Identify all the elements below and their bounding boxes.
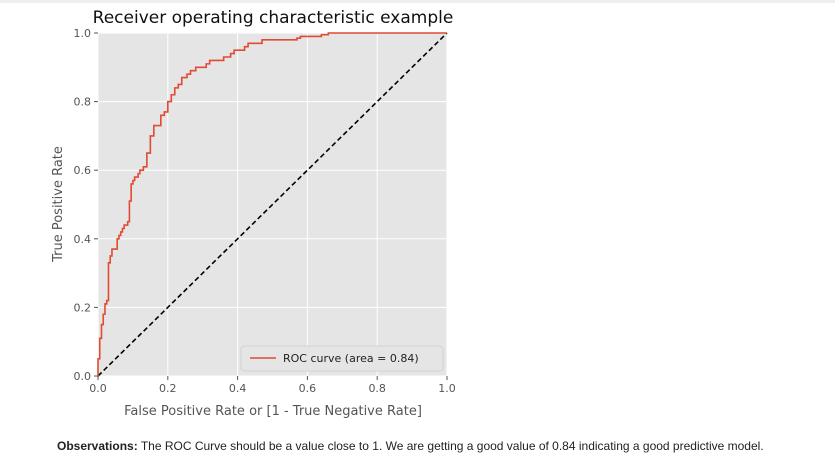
x-tick-label-2: 0.4: [229, 382, 247, 395]
y-tick-label-2: 0.4: [74, 233, 92, 246]
y-tick-label-5: 1.0: [74, 27, 92, 40]
chart-title: Receiver operating characteristic exampl…: [93, 8, 454, 28]
legend: ROC curve (area = 0.84): [240, 345, 444, 372]
y-axis-label: True Positive Rate: [51, 146, 66, 263]
observations-note: Observations: The ROC Curve should be a …: [57, 439, 827, 453]
x-tick-label-1: 0.2: [159, 382, 177, 395]
y-tick-label-1: 0.2: [74, 301, 92, 314]
x-axis-label: False Positive Rate or [1 - True Negativ…: [124, 404, 422, 419]
y-tick-label-3: 0.6: [74, 164, 92, 177]
x-tick-label-4: 0.8: [368, 382, 386, 395]
observations-text: The ROC Curve should be a value close to…: [137, 439, 764, 453]
x-tick-label-3: 0.6: [299, 382, 317, 395]
roc-curve-line: [97, 32, 447, 376]
grid-lines: [97, 32, 448, 377]
series-lines: [97, 32, 448, 377]
x-tick-label-0: 0.0: [89, 382, 107, 395]
y-tick-label-0: 0.0: [74, 370, 92, 383]
y-tick-label-4: 0.8: [74, 96, 92, 109]
chance-diagonal-line: [97, 32, 448, 377]
x-tick-label-5: 1.0: [438, 382, 456, 395]
axes: 0.0 0.2 0.4 0.6 0.8 1.0 0.0 0.2 0.4 0.6 0.8 1.0: [74, 27, 456, 395]
observations-label: Observations:: [57, 439, 138, 453]
top-border: [0, 0, 835, 3]
legend-label: ROC curve (area = 0.84): [283, 352, 419, 365]
legend-box: [240, 345, 444, 372]
roc-chart: Receiver operating characteristic exampl…: [51, 8, 456, 419]
